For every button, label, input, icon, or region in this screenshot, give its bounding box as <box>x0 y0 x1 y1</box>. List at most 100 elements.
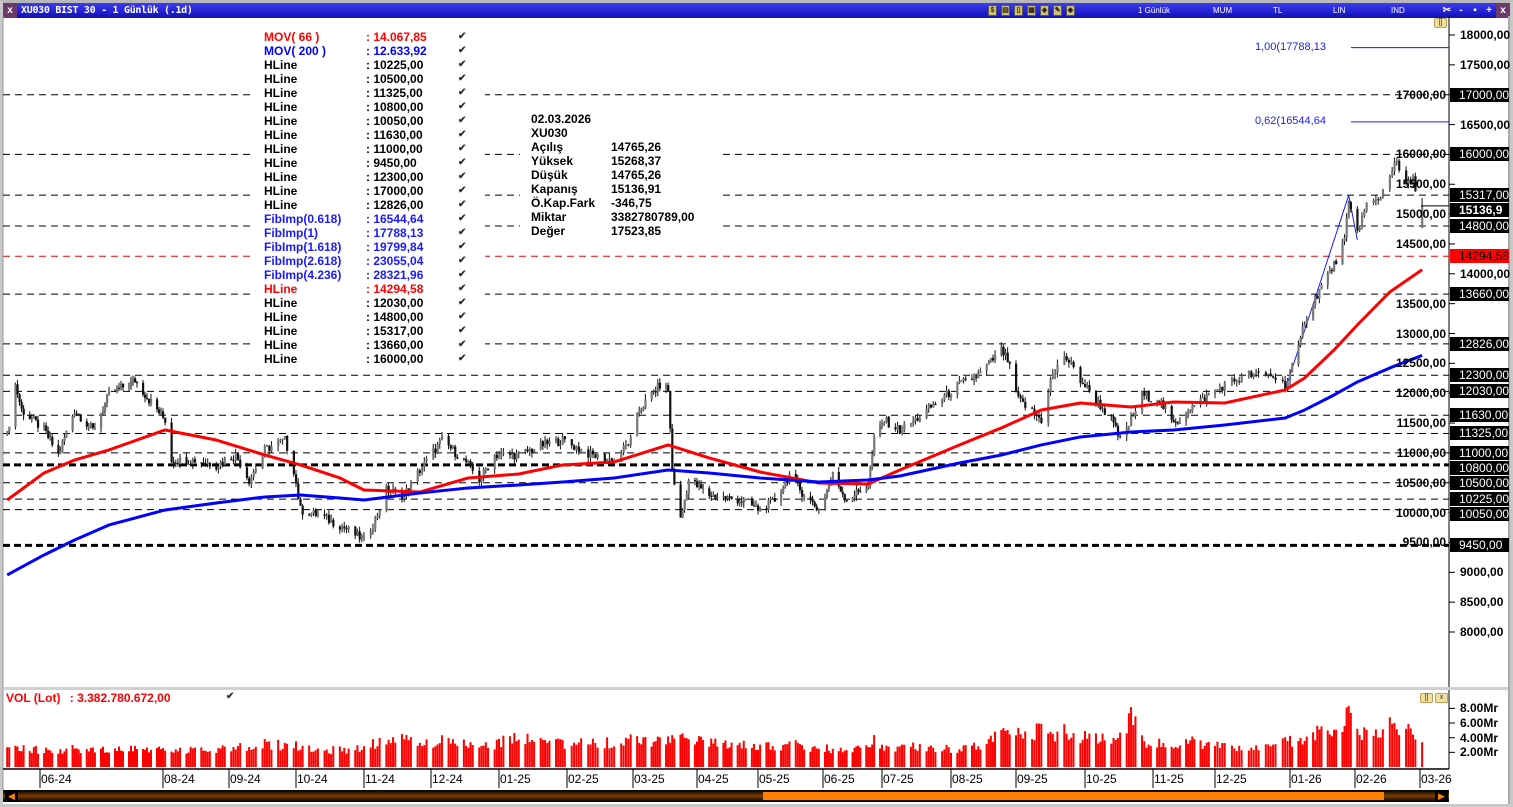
check-icon[interactable]: ✔ <box>458 185 467 196</box>
volume-bar <box>841 752 844 767</box>
close-chart-button[interactable]: x <box>3 3 17 18</box>
check-icon[interactable]: ✔ <box>458 311 467 322</box>
legend-row[interactable]: HLine: 12826,00 ✔ <box>264 198 485 212</box>
check-icon[interactable]: ✔ <box>458 283 467 294</box>
legend-row[interactable]: HLine: 10500,00 ✔ <box>264 72 485 86</box>
volume-bar <box>1345 707 1348 767</box>
y-tick-label: 14000,00 <box>1460 266 1510 281</box>
legend-row[interactable]: HLine: 11325,00 ✔ <box>264 86 485 100</box>
period-selector[interactable]: 1 Günlük <box>1138 6 1171 15</box>
legend-row[interactable]: FibImp(1): 17788,13 ✔ <box>264 226 485 240</box>
check-icon[interactable]: ✔ <box>458 101 467 112</box>
check-icon[interactable]: ✔ <box>458 255 467 266</box>
check-icon[interactable]: ✔ <box>458 115 467 126</box>
check-icon[interactable]: ✔ <box>458 339 467 350</box>
price-bar-body <box>658 382 662 389</box>
price-bar-body <box>656 382 659 393</box>
chart-type-selector[interactable]: MUM <box>1213 6 1233 15</box>
price-bar-body <box>638 410 641 413</box>
price-bar-body <box>71 416 74 431</box>
scroll-right-icon[interactable]: ▶ <box>1435 790 1448 802</box>
legend-row[interactable]: HLine: 12300,00 ✔ <box>264 170 485 184</box>
legend-row[interactable]: HLine: 15317,00 ✔ <box>264 324 485 338</box>
price-bar-body <box>1119 436 1122 438</box>
check-icon[interactable]: ✔ <box>458 199 467 210</box>
legend-row[interactable]: HLine: 14294,58 ✔ <box>264 282 485 296</box>
check-icon[interactable]: ✔ <box>458 213 467 224</box>
legend-row[interactable]: FibImp(1.618): 19799,84 ✔ <box>264 240 485 254</box>
check-icon[interactable]: ✔ <box>458 59 467 70</box>
volume-bar <box>164 750 167 767</box>
check-icon[interactable]: ✔ <box>458 31 467 42</box>
legend-row[interactable]: MOV( 200 ): 12.633,92 ✔ <box>264 44 485 58</box>
indicator-icon[interactable]: $ <box>988 5 997 16</box>
scale-selector[interactable]: LIN <box>1333 6 1346 15</box>
price-bar-body <box>265 445 269 447</box>
price-bar-body <box>1081 382 1084 385</box>
legend-row[interactable]: FibImp(2.618): 23055,04 ✔ <box>264 254 485 268</box>
check-icon[interactable]: ✔ <box>458 143 467 154</box>
volume-bar <box>945 744 948 767</box>
legend-row[interactable]: HLine: 17000,00 ✔ <box>264 184 485 198</box>
bookmark-icon[interactable]: ▯ <box>1014 5 1023 16</box>
check-icon[interactable]: ✔ <box>458 171 467 182</box>
palette-icon[interactable]: ◈ <box>1040 5 1049 16</box>
volume-bar <box>403 739 406 767</box>
horizontal-scrollbar[interactable]: ◀ ▶ <box>3 790 1449 802</box>
currency-selector[interactable]: TL <box>1273 6 1283 15</box>
check-icon[interactable]: ✔ <box>458 353 467 364</box>
volume-bar <box>744 748 747 767</box>
check-icon[interactable]: ✔ <box>458 269 467 280</box>
check-icon[interactable]: ✔ <box>458 297 467 308</box>
maximize-button[interactable]: + <box>1486 5 1492 16</box>
pencil-icon[interactable]: ✎ <box>1053 5 1062 16</box>
legend-row[interactable]: MOV( 66 ): 14.067,85 ✔ <box>264 30 485 44</box>
volume-bar <box>627 738 630 767</box>
restore-button[interactable]: ▪ <box>1473 5 1477 16</box>
legend-row[interactable]: HLine: 14800,00 ✔ <box>264 310 485 324</box>
legend-row[interactable]: HLine: 11000,00 ✔ <box>264 142 485 156</box>
indicator-selector[interactable]: IND <box>1391 6 1405 15</box>
scroll-left-icon[interactable]: ◀ <box>5 790 18 802</box>
minimize-button[interactable]: - <box>1459 5 1463 16</box>
check-icon[interactable]: ✔ <box>458 325 467 336</box>
legend-row[interactable]: HLine: 16000,00 ✔ <box>264 352 485 366</box>
legend-value: : 12300,00 <box>366 170 424 184</box>
legend-row[interactable]: HLine: 10050,00 ✔ <box>264 114 485 128</box>
check-icon[interactable]: ✔ <box>458 73 467 84</box>
check-icon[interactable]: ✔ <box>226 691 235 702</box>
volume-pane-close-button[interactable]: x <box>1435 693 1448 703</box>
legend-row[interactable]: FibImp(4.236): 28321,96 ✔ <box>264 268 485 282</box>
price-bar-body <box>438 439 441 444</box>
price-bar-body <box>6 430 9 435</box>
check-icon[interactable]: ✔ <box>458 227 467 238</box>
legend-row[interactable]: HLine: 13660,00 ✔ <box>264 338 485 352</box>
volume-bar <box>281 748 284 767</box>
legend-row[interactable]: HLine: 12030,00 ✔ <box>264 296 485 310</box>
check-icon[interactable]: ✔ <box>458 241 467 252</box>
template-icon[interactable]: ▤ <box>1001 5 1010 16</box>
legend-row[interactable]: FibImp(0.618): 16544,64 ✔ <box>264 212 485 226</box>
diamond-icon[interactable]: ◆ <box>1066 5 1075 16</box>
close-window-button[interactable]: x <box>1496 3 1510 18</box>
volume-bar <box>811 747 814 767</box>
tools-icon[interactable]: ✂ <box>1442 5 1452 16</box>
scrollbar-thumb[interactable] <box>763 792 1384 800</box>
volume-pane-maximize-button[interactable]: [] <box>1420 693 1433 703</box>
volume-bar <box>277 739 280 767</box>
legend-row[interactable]: HLine: 9450,00 ✔ <box>264 156 485 170</box>
volume-bar <box>6 747 9 767</box>
legend-row[interactable]: HLine: 10800,00 ✔ <box>264 100 485 114</box>
price-bar-body <box>1388 175 1392 190</box>
check-icon[interactable]: ✔ <box>458 157 467 168</box>
legend-row[interactable]: HLine: 10225,00 ✔ <box>264 58 485 72</box>
check-icon[interactable]: ✔ <box>458 129 467 140</box>
volume-bar <box>451 739 454 767</box>
pane-toggle-button[interactable]: [] <box>1434 18 1447 28</box>
volume-bar <box>575 744 578 767</box>
legend-row[interactable]: HLine: 11630,00 ✔ <box>264 128 485 142</box>
check-icon[interactable]: ✔ <box>458 87 467 98</box>
check-icon[interactable]: ✔ <box>458 45 467 56</box>
grid-icon[interactable]: ▦ <box>1027 5 1036 16</box>
